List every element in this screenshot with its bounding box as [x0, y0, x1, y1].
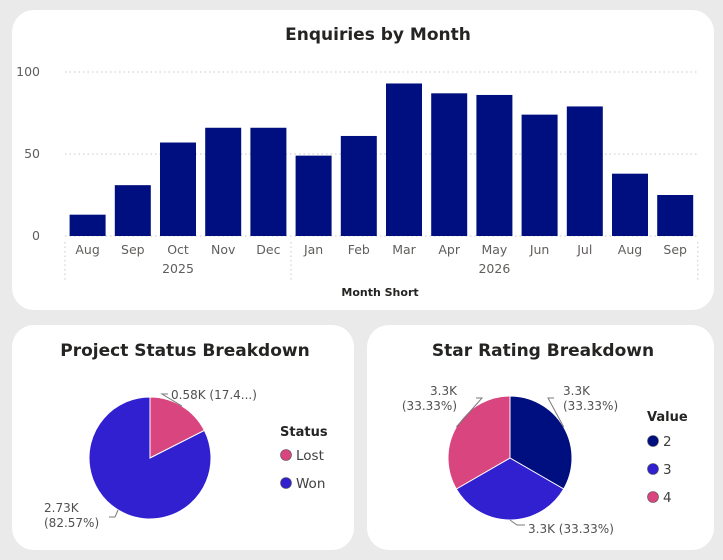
bar-chart-title: Enquiries by Month — [285, 25, 471, 45]
bar-may-9[interactable] — [476, 94, 513, 237]
bar-sep-1[interactable] — [114, 185, 151, 236]
x-tick-label: Aug — [75, 242, 99, 257]
star-rating-card: Star Rating Breakdown 3.3K (33.33%) 3.3K (… — [367, 325, 714, 550]
legend-marker-lost[interactable] — [280, 449, 292, 461]
y-tick-label: 0 — [32, 228, 40, 243]
x-tick-label: Mar — [392, 242, 416, 257]
bar-oct-2[interactable] — [160, 142, 196, 236]
x-tick-label: Jun — [529, 242, 550, 257]
pie-data-label: 3.3K — [563, 384, 591, 398]
x-axis-title: Month Short — [341, 286, 418, 299]
pie1-title: Project Status Breakdown — [60, 341, 309, 361]
bar-jul-11[interactable] — [566, 106, 603, 236]
x-tick-label: Oct — [167, 242, 189, 257]
bar-aug-0[interactable] — [69, 214, 106, 236]
pie-leader-line — [160, 393, 183, 407]
legend-marker-won[interactable] — [280, 477, 292, 489]
pie-leader-line — [509, 519, 525, 526]
bar-jun-10[interactable] — [521, 114, 558, 236]
project-status-card: Project Status Breakdown 0.58K (17.4...)… — [12, 325, 354, 550]
x-tick-label: Aug — [618, 242, 642, 257]
x-tick-label: Dec — [256, 242, 280, 257]
legend-marker-4[interactable] — [647, 491, 659, 503]
enquiries-bar-chart: Enquiries by Month 0 50 100 Aug Sep Oct Nov De… — [16, 25, 699, 299]
pie-data-label-pct: (33.33%) — [402, 399, 457, 413]
pie-data-label: 3.3K — [430, 384, 458, 398]
legend-marker-2[interactable] — [647, 435, 659, 447]
legend-item-won[interactable]: Won — [296, 476, 325, 492]
x-tick-label: Feb — [348, 242, 370, 257]
pie-leader-line — [109, 509, 119, 518]
star-rating-pie-chart: Star Rating Breakdown 3.3K(33.33%)3.3K (… — [402, 341, 688, 536]
bar-sep-13[interactable] — [657, 195, 694, 236]
pie-data-label-pct: (82.57%) — [44, 516, 99, 530]
pie2-title: Star Rating Breakdown — [432, 341, 654, 361]
year-group-label: 2025 — [162, 261, 194, 276]
bar-apr-8[interactable] — [431, 93, 468, 236]
legend-marker-3[interactable] — [647, 463, 659, 475]
x-tick-label: Jul — [576, 242, 592, 257]
bar-mar-7[interactable] — [386, 83, 422, 236]
x-tick-label: Sep — [121, 242, 145, 257]
legend-item-3[interactable]: 3 — [663, 462, 672, 478]
pie-leader-line — [455, 397, 484, 428]
y-tick-label: 50 — [24, 146, 40, 161]
bar-dec-4[interactable] — [250, 127, 287, 236]
pie2-legend-title: Value — [647, 410, 688, 425]
bar-feb-6[interactable] — [340, 135, 377, 236]
pie-data-label-pct: (33.33%) — [563, 399, 618, 413]
legend-item-lost[interactable]: Lost — [296, 448, 324, 464]
year-group-label: 2026 — [478, 261, 510, 276]
project-status-pie-chart: Project Status Breakdown 0.58K (17.4...)… — [44, 341, 328, 530]
pie-slice-won[interactable] — [88, 396, 212, 520]
pie-data-label: 0.58K (17.4...) — [171, 388, 257, 402]
x-tick-label: Sep — [663, 242, 687, 257]
pie-data-label: 2.73K — [44, 501, 80, 515]
x-tick-label: Jan — [303, 242, 323, 257]
pie-leader-line — [547, 397, 565, 428]
legend-item-4[interactable]: 4 — [663, 490, 672, 506]
bar-jan-5[interactable] — [295, 155, 332, 236]
pie1-legend-title: Status — [280, 425, 328, 440]
x-tick-label: Nov — [211, 242, 236, 257]
pie-data-label: 3.3K (33.33%) — [528, 522, 614, 536]
bar-aug-12[interactable] — [612, 173, 648, 236]
legend-item-2[interactable]: 2 — [663, 434, 672, 450]
x-tick-label: May — [481, 242, 507, 257]
x-tick-label: Apr — [438, 242, 460, 257]
bar-nov-3[interactable] — [205, 127, 242, 236]
y-tick-label: 100 — [16, 64, 40, 79]
enquiries-chart-card: Enquiries by Month 0 50 100 Aug Sep Oct Nov De… — [12, 10, 714, 310]
